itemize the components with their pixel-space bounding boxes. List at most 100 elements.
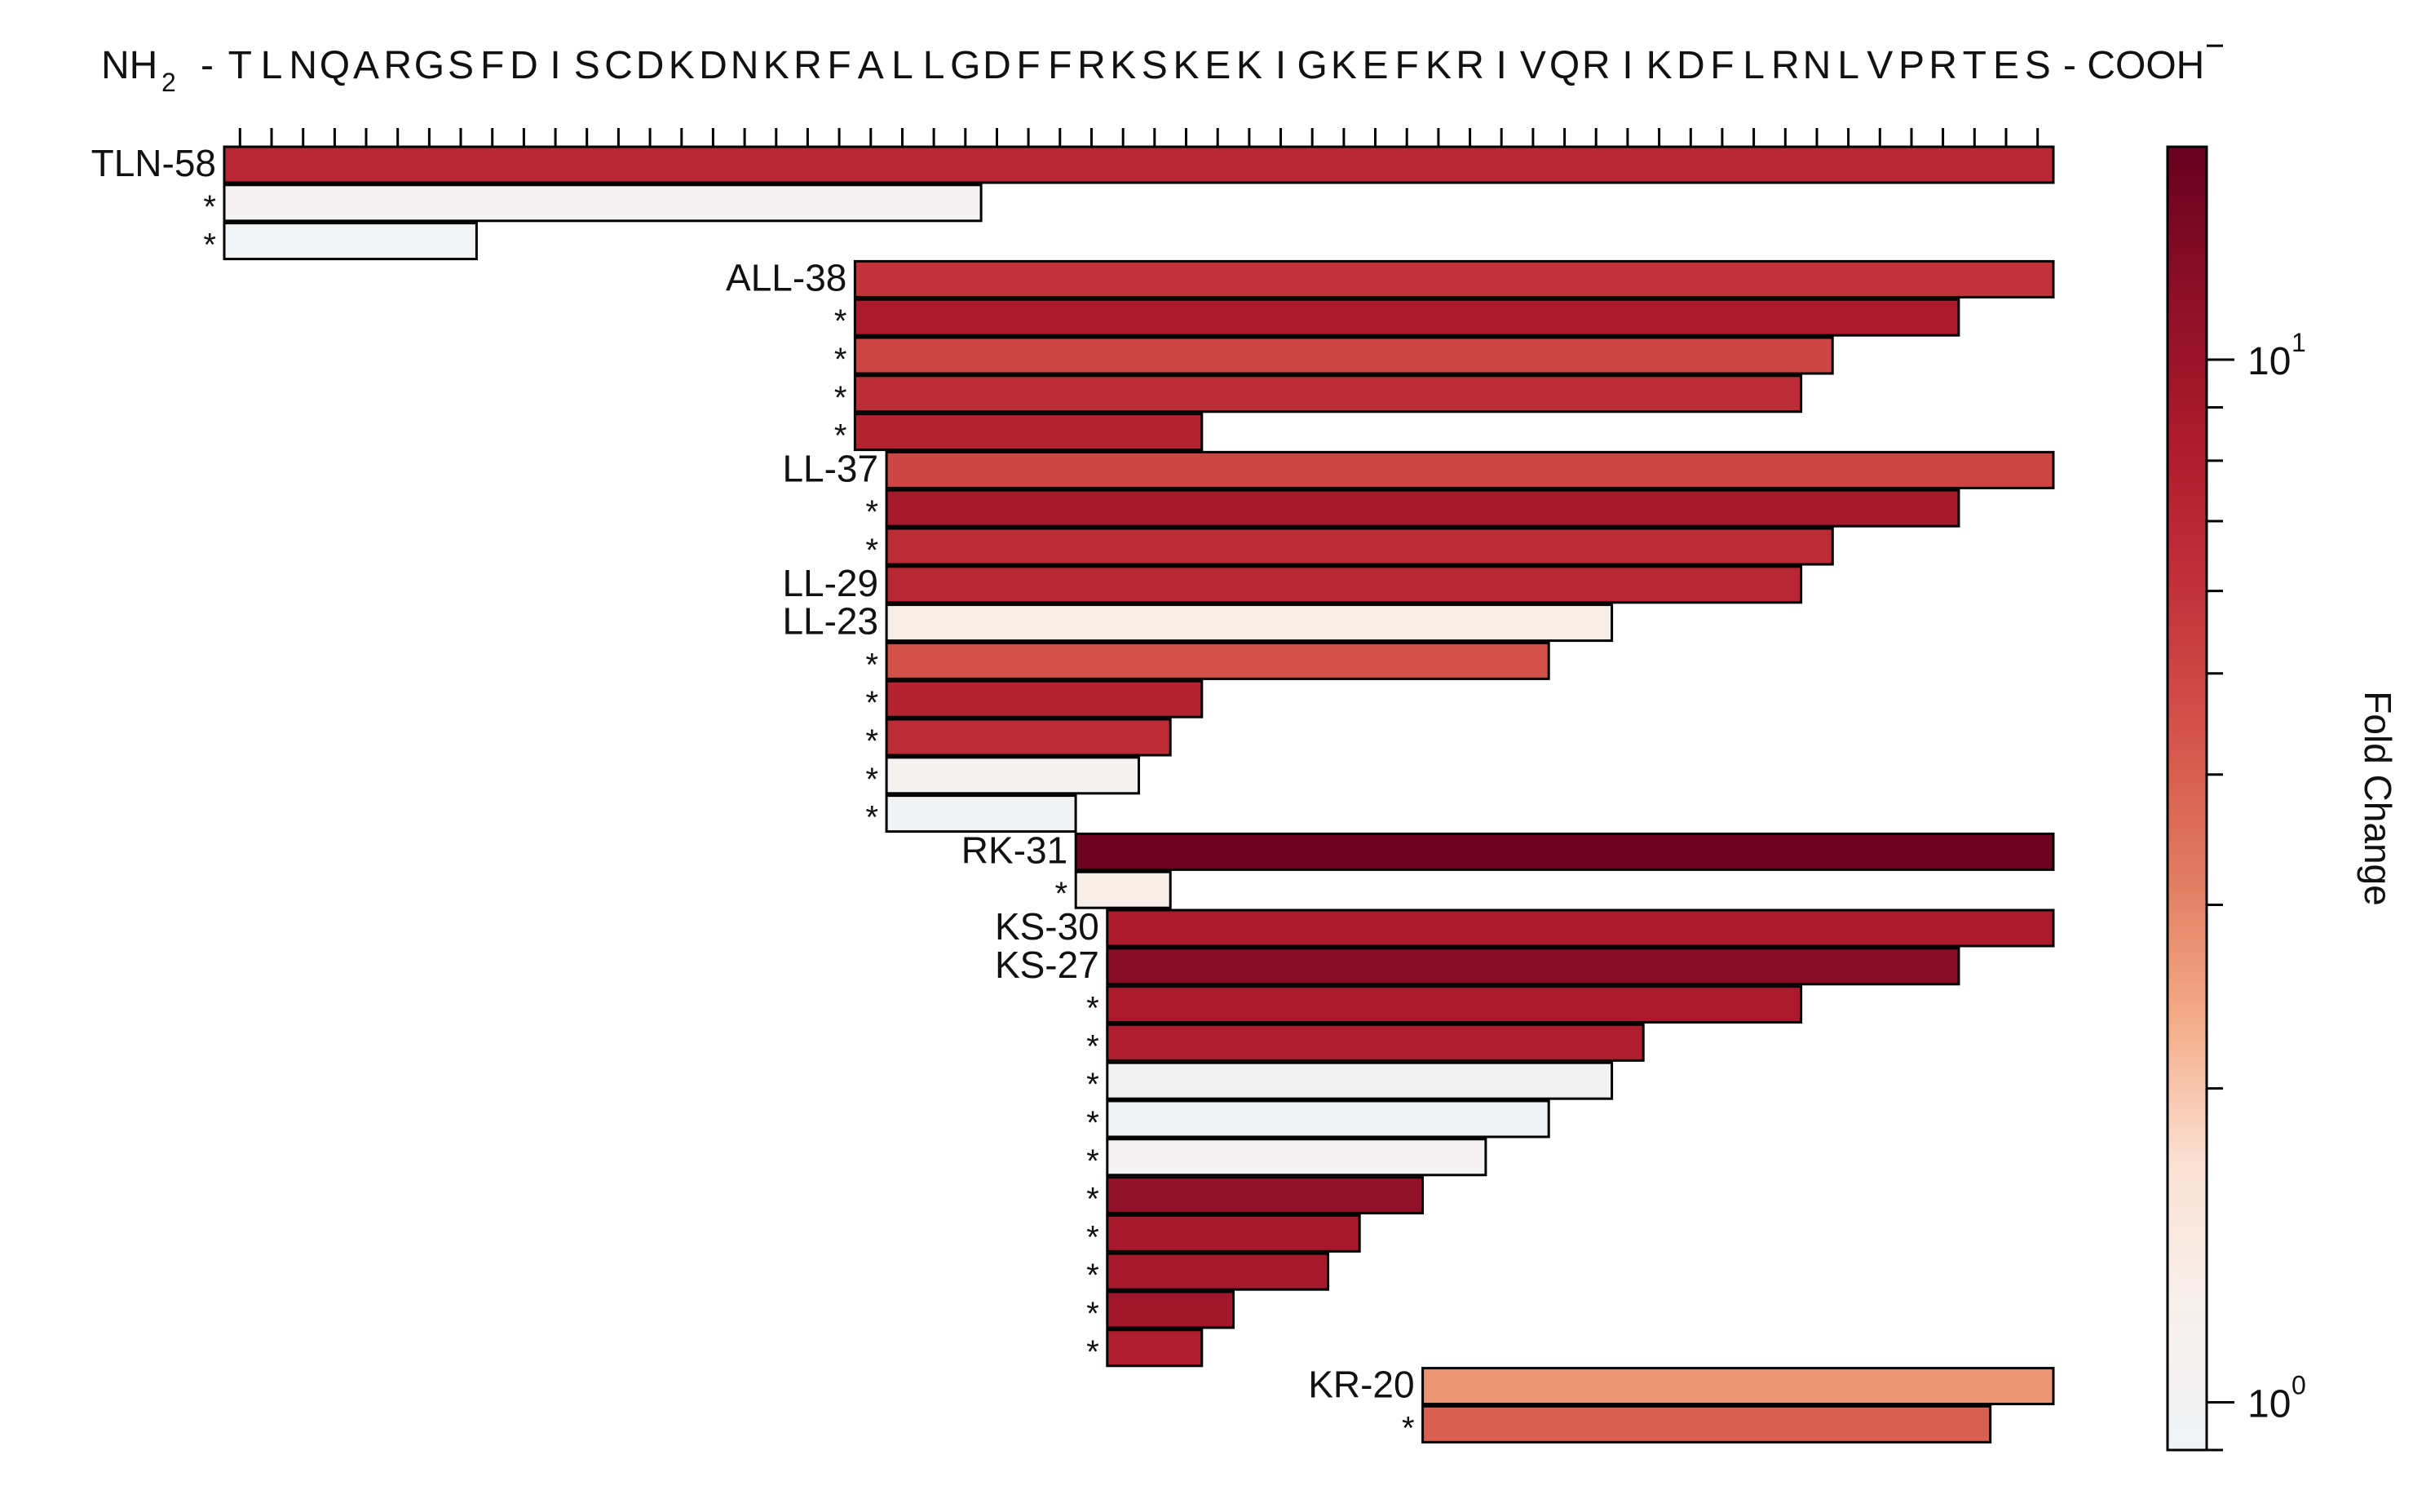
- peptide-bar: [1074, 832, 2055, 871]
- peptide-star-label: *: [866, 647, 879, 683]
- peptide-bar: [885, 794, 1077, 833]
- peptide-label: KR-20: [1308, 1364, 1414, 1406]
- residue-letter: R: [383, 44, 412, 87]
- residue-letter: D: [636, 44, 665, 87]
- peptide-star-label: *: [1086, 1296, 1099, 1332]
- residue-letter: R: [1582, 44, 1611, 87]
- peptide-star-label: *: [1086, 1219, 1099, 1255]
- peptide-star-label: *: [1086, 1334, 1099, 1370]
- residue-letter: K: [1110, 44, 1136, 87]
- residue-letter: N: [289, 44, 317, 87]
- peptide-bar: [853, 298, 1960, 337]
- colorbar-label: Fold Change: [2357, 691, 2399, 905]
- residue-letter: N: [1803, 44, 1832, 87]
- peptide-bar: [885, 756, 1140, 795]
- peptide-star-label: *: [1055, 876, 1068, 912]
- peptide-label: KS-27: [995, 944, 1099, 986]
- peptide-bars: [223, 145, 2055, 1443]
- peptide-bar: [223, 145, 2055, 184]
- residue-letter: D: [699, 44, 727, 87]
- peptide-star-label: *: [866, 494, 879, 530]
- residue-letter: K: [1173, 44, 1199, 87]
- residue-letter: K: [1425, 44, 1452, 87]
- residue-letter: E: [1993, 44, 2019, 87]
- residue-letter: F: [480, 44, 504, 87]
- residue-letter: G: [1297, 44, 1328, 87]
- residue-letter: D: [1677, 44, 1705, 87]
- peptide-star-label: *: [1086, 991, 1099, 1027]
- peptide-star-label: *: [203, 189, 216, 225]
- residue-letter: R: [1456, 44, 1484, 87]
- residue-letter: T: [1963, 44, 1986, 87]
- sequence-suffix: - COOH: [2063, 44, 2204, 87]
- residue-letter: L: [261, 44, 283, 87]
- residue-letter: T: [228, 44, 252, 87]
- peptide-bar: [853, 259, 2055, 298]
- colorbar-gradient: [2166, 145, 2208, 1452]
- peptide-star-label: *: [1086, 1143, 1099, 1179]
- peptide-bar: [1074, 870, 1172, 909]
- peptide-bar: [885, 603, 1614, 643]
- colorbar-tick-label: 10: [2247, 1383, 2291, 1426]
- residue-letter: K: [1236, 44, 1262, 87]
- residue-letter: K: [1331, 44, 1357, 87]
- residue-letter: C: [604, 44, 633, 87]
- peptide-label: ALL-38: [726, 256, 846, 298]
- residue-letter: R: [1929, 44, 1957, 87]
- peptide-star-label: *: [1086, 1258, 1099, 1293]
- peptide-star-label: *: [866, 762, 879, 798]
- peptide-star-label: *: [834, 380, 847, 416]
- peptide-label: LL-37: [782, 447, 878, 489]
- peptide-bar: [1106, 1252, 1330, 1291]
- peptide-star-label: *: [866, 533, 879, 568]
- residue-letter: A: [858, 44, 884, 87]
- peptide-star-label: *: [834, 303, 847, 339]
- peptide-star-label: *: [866, 723, 879, 759]
- residue-letter: R: [793, 44, 822, 87]
- residue-letter: N: [731, 44, 759, 87]
- residue-letter: A: [353, 44, 379, 87]
- colorbar-tick-exponent: 0: [2291, 1371, 2306, 1400]
- residue-letter: L: [1837, 44, 1859, 87]
- peptide-bar: [1106, 1138, 1487, 1177]
- residue-letter: I: [1275, 44, 1286, 87]
- residue-letter: S: [574, 44, 600, 87]
- residue-letter: L: [1743, 44, 1765, 87]
- peptide-bar: [1106, 1214, 1361, 1253]
- peptide-bar: [853, 336, 1834, 375]
- peptide-label: TLN-58: [91, 142, 216, 184]
- peptide-star-label: *: [834, 418, 847, 454]
- peptide-star-label: *: [1086, 1067, 1099, 1103]
- sequence-prefix-subscript: 2: [161, 68, 176, 97]
- peptide-bar: [885, 527, 1834, 566]
- residue-letter: I: [1622, 44, 1633, 87]
- peptide-bar: [885, 718, 1172, 757]
- peptide-bar: [1421, 1404, 1992, 1443]
- residue-letter: L: [923, 44, 945, 87]
- peptide-bar: [885, 450, 2055, 489]
- residue-ticks: [238, 128, 2039, 147]
- sequence-prefix-dash: -: [201, 44, 214, 87]
- residue-letter: R: [1771, 44, 1800, 87]
- residue-letter: F: [1395, 44, 1419, 87]
- residue-letter: D: [510, 44, 538, 87]
- residue-letter: L: [891, 44, 913, 87]
- residue-letter: P: [1898, 44, 1925, 87]
- peptide-bar: [1106, 947, 1960, 986]
- residue-letter: Q: [320, 44, 350, 87]
- residue-letter: F: [1016, 44, 1040, 87]
- peptide-bar: [1106, 1099, 1550, 1138]
- peptide-bar: [223, 183, 983, 223]
- peptide-bar: [1106, 909, 2055, 948]
- peptide-bar: [885, 489, 1960, 528]
- residue-letter: V: [1520, 44, 1546, 87]
- residue-letter: F: [827, 44, 851, 87]
- residue-letter: E: [1362, 44, 1388, 87]
- peptide-star-label: *: [1086, 1182, 1099, 1218]
- colorbar-tick-label: 10: [2247, 340, 2291, 383]
- peptide-bar: [223, 222, 478, 261]
